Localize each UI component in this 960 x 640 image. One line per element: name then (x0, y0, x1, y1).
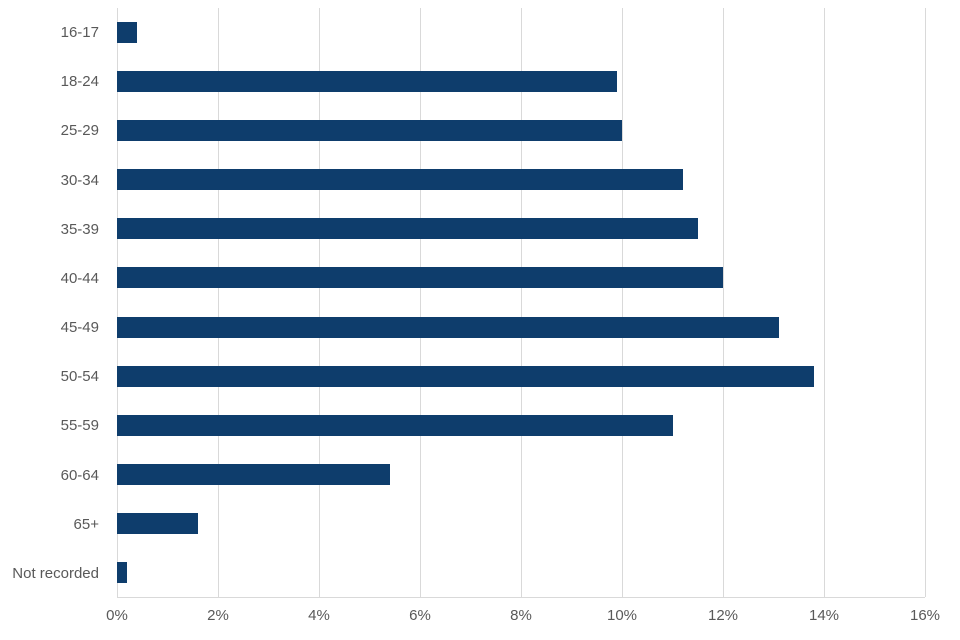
x-tick-label: 6% (409, 607, 431, 624)
bar (117, 267, 723, 289)
bar-row (117, 204, 925, 253)
bar (117, 561, 128, 583)
bar (117, 365, 814, 387)
bar (117, 414, 673, 436)
bar-row (117, 352, 925, 401)
x-tick-label: 8% (510, 607, 532, 624)
bar-row (117, 499, 925, 548)
category-label: 60-64 (60, 466, 99, 484)
y-axis-labels: 16-17 18-24 25-29 30-34 35-39 40-44 45-49 50-54… (0, 8, 109, 598)
bar (117, 463, 390, 485)
bar (117, 316, 779, 338)
category-label: 25-29 (60, 122, 99, 140)
x-tick-label: 16% (909, 607, 941, 624)
gridline (521, 8, 522, 597)
bar-row (117, 106, 925, 155)
gridline (723, 8, 724, 597)
bar-row (117, 155, 925, 204)
bars-layer (117, 8, 925, 597)
bar-row (117, 548, 925, 597)
x-tick-label: 4% (308, 607, 330, 624)
bar (117, 71, 617, 93)
category-label: 65+ (73, 515, 99, 533)
gridline (925, 8, 926, 597)
gridline (218, 8, 219, 597)
category-label: 35-39 (60, 220, 99, 238)
category-label: 16-17 (60, 24, 99, 42)
bar-row (117, 302, 925, 351)
x-axis: 0% 2% 4% 6% 8% 10% 12% 14% 16% (106, 598, 940, 640)
x-tick-label: 2% (207, 607, 229, 624)
gridline (824, 8, 825, 597)
gridline (622, 8, 623, 597)
gridline (420, 8, 421, 597)
bar (117, 120, 622, 142)
bar (117, 169, 683, 191)
category-label: 40-44 (60, 269, 99, 287)
gridline (117, 8, 118, 597)
category-label: Not recorded (12, 564, 99, 582)
bar (117, 22, 138, 44)
x-tick-label: 14% (808, 607, 840, 624)
bar-row (117, 57, 925, 106)
gridline (319, 8, 320, 597)
category-label: 55-59 (60, 417, 99, 435)
bar-row (117, 8, 925, 57)
category-label: 50-54 (60, 368, 99, 386)
x-tick-label: 10% (606, 607, 638, 624)
x-tick-label: 12% (707, 607, 739, 624)
bar-row (117, 253, 925, 302)
bar (117, 512, 198, 534)
x-tick-label: 0% (106, 607, 128, 624)
category-label: 18-24 (60, 73, 99, 91)
category-label: 30-34 (60, 171, 99, 189)
bar-row (117, 450, 925, 499)
category-label: 45-49 (60, 319, 99, 337)
bar (117, 218, 698, 240)
plot-area (117, 8, 926, 598)
bar-row (117, 401, 925, 450)
